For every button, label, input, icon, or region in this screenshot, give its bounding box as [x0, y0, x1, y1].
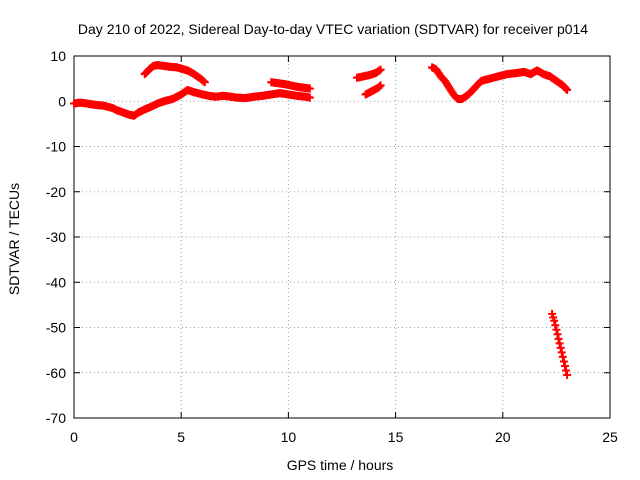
data-point: [550, 316, 559, 325]
y-tick-label: -60: [46, 365, 66, 381]
x-axis-label: GPS time / hours: [287, 457, 394, 473]
x-tick-label: 25: [602, 429, 618, 445]
data-point: [305, 84, 314, 93]
y-tick-label: -30: [46, 229, 66, 245]
axis-ticks: 0 5 10 15 20 25 10 0 -10 -20 -30 -40 -50 -60 -70: [46, 48, 618, 445]
x-tick-label: 5: [177, 429, 185, 445]
data-point: [562, 84, 571, 93]
data-point: [560, 361, 569, 370]
data-point: [376, 65, 385, 74]
series-segment: [353, 65, 385, 82]
series-segment: [140, 61, 209, 87]
series-segment: [70, 85, 314, 120]
data-point: [559, 357, 568, 366]
data-point: [375, 82, 384, 91]
y-tick-label: 10: [50, 48, 66, 64]
data-point: [553, 330, 562, 339]
y-tick-label: -70: [46, 410, 66, 426]
y-tick-label: -50: [46, 320, 66, 336]
data-point: [376, 81, 385, 90]
x-tick-label: 15: [388, 429, 404, 445]
data-point: [563, 85, 572, 94]
data-point: [555, 339, 564, 348]
y-tick-label: -10: [46, 139, 66, 155]
y-tick-label: 0: [58, 93, 66, 109]
x-tick-label: 10: [281, 429, 297, 445]
data-point: [557, 348, 566, 357]
data-point: [552, 325, 561, 334]
data-point: [551, 321, 560, 330]
chart-title: Day 210 of 2022, Sidereal Day-to-day VTE…: [78, 21, 588, 37]
y-tick-label: -40: [46, 274, 66, 290]
series-segment: [361, 81, 385, 99]
series-segment: [428, 63, 572, 103]
series-segment: [267, 78, 314, 93]
data-point: [200, 78, 209, 87]
series-sdtvar: [70, 61, 572, 380]
data-point: [554, 334, 563, 343]
y-axis-label: SDTVAR / TECUs: [6, 183, 22, 295]
x-tick-label: 20: [495, 429, 511, 445]
data-point: [556, 343, 565, 352]
data-point: [562, 366, 571, 375]
y-tick-label: -20: [46, 184, 66, 200]
series-segment: [548, 309, 572, 380]
data-point: [563, 371, 572, 380]
data-point: [305, 93, 314, 102]
grid-lines: [74, 56, 610, 418]
x-tick-label: 0: [70, 429, 78, 445]
data-point: [558, 352, 567, 361]
